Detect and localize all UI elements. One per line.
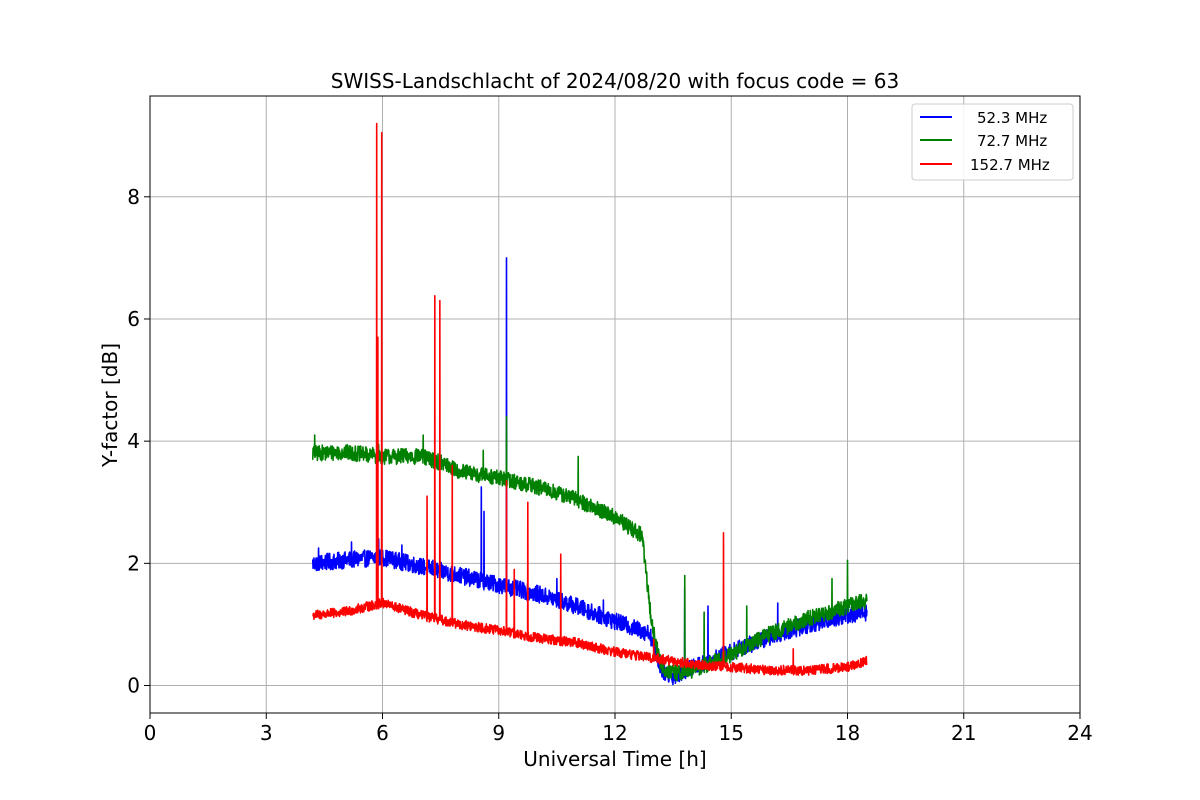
x-tick-label-8: 24 (1067, 721, 1092, 745)
x-tick-label-0: 0 (144, 721, 157, 745)
y-tick-label-4: 8 (127, 185, 140, 209)
y-tick-label-0: 0 (127, 674, 140, 698)
x-tick-label-2: 6 (376, 721, 389, 745)
legend: 52.3 MHz 72.7 MHz 152.7 MHz (911, 103, 1074, 181)
legend-label-72: 72.7 MHz (977, 132, 1047, 150)
legend-label-52: 52.3 MHz (977, 109, 1047, 127)
x-axis-label: Universal Time [h] (523, 747, 706, 771)
x-tick-label-7: 21 (951, 721, 976, 745)
x-tick-label-5: 15 (719, 721, 744, 745)
y-tick-label-2: 4 (127, 429, 140, 453)
legend-label-152: 152.7 MHz (970, 156, 1050, 174)
chart-title: SWISS-Landschlacht of 2024/08/20 with fo… (331, 69, 899, 93)
plot-area-lines (311, 122, 868, 686)
series-line-2 (312, 122, 868, 676)
legend-frame (911, 103, 1074, 181)
x-axis-ticks: 0 3 6 9 12 15 18 21 24 (144, 713, 1093, 745)
y-axis-label: Y-factor [dB] (98, 343, 122, 468)
y-axis-ticks: 0 2 4 6 8 (127, 185, 150, 698)
x-tick-label-3: 9 (492, 721, 505, 745)
x-tick-label-6: 18 (835, 721, 860, 745)
x-tick-label-1: 3 (260, 721, 273, 745)
y-tick-label-1: 2 (127, 551, 140, 575)
y-tick-label-3: 6 (127, 307, 140, 331)
series-line-1 (311, 415, 868, 682)
x-tick-label-4: 12 (602, 721, 627, 745)
